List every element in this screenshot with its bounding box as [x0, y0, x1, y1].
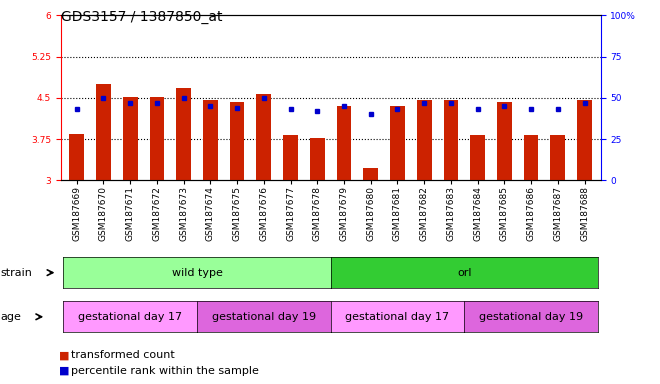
Bar	[444, 99, 458, 180]
Bar	[578, 99, 592, 180]
Bar	[96, 84, 111, 180]
Text: orl: orl	[457, 268, 471, 278]
Bar	[524, 135, 539, 180]
Bar	[390, 106, 405, 180]
Bar	[550, 135, 565, 180]
Text: gestational day 19: gestational day 19	[479, 312, 583, 322]
Bar	[310, 137, 325, 180]
Text: strain: strain	[1, 268, 32, 278]
Text: GDS3157 / 1387850_at: GDS3157 / 1387850_at	[61, 10, 222, 23]
Bar	[150, 97, 164, 180]
Text: percentile rank within the sample: percentile rank within the sample	[71, 366, 259, 376]
Bar	[176, 88, 191, 180]
Bar	[123, 97, 137, 180]
Text: age: age	[1, 312, 22, 322]
Bar	[364, 168, 378, 180]
Text: gestational day 17: gestational day 17	[345, 312, 449, 322]
Text: gestational day 19: gestational day 19	[212, 312, 316, 322]
Bar	[230, 102, 244, 180]
Text: transformed count: transformed count	[71, 350, 175, 360]
Bar	[417, 99, 432, 180]
Text: ■: ■	[59, 366, 70, 376]
Text: gestational day 17: gestational day 17	[78, 312, 182, 322]
Bar	[337, 106, 351, 180]
Text: wild type: wild type	[172, 268, 222, 278]
Bar	[257, 94, 271, 180]
Text: ■: ■	[59, 350, 70, 360]
Bar	[203, 99, 218, 180]
Bar	[69, 134, 84, 180]
Bar	[471, 135, 485, 180]
Bar	[283, 135, 298, 180]
Bar	[497, 102, 512, 180]
